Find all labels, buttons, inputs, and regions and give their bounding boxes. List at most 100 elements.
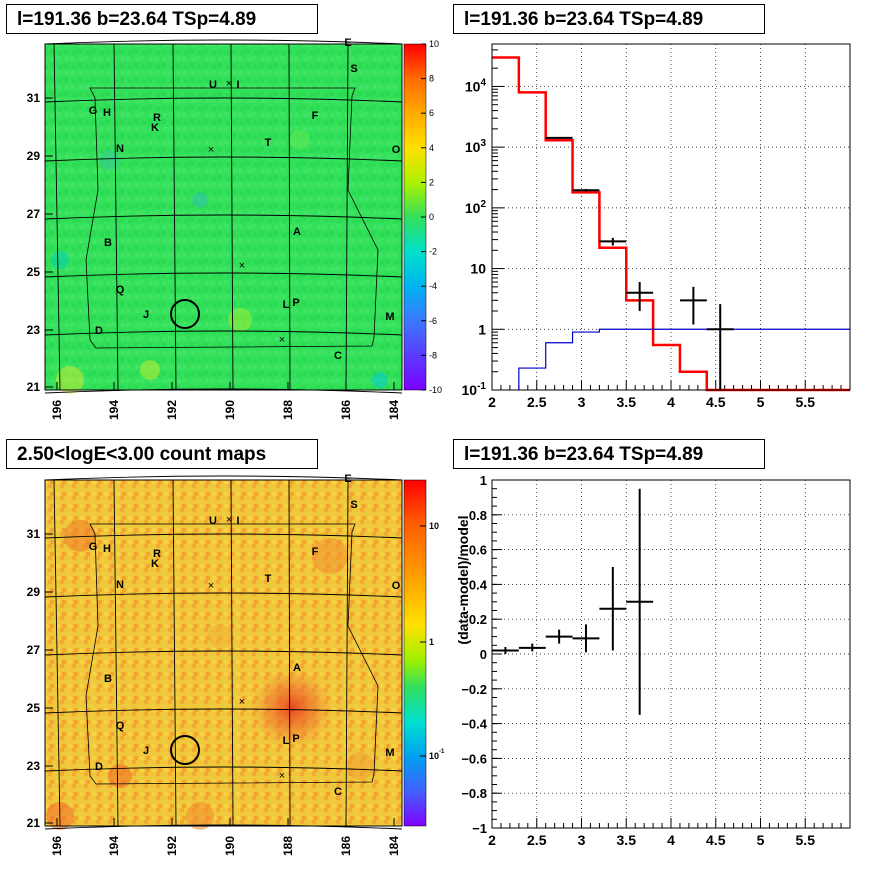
colorbar-tick-10: 10	[429, 39, 439, 49]
source-marker-3: ×	[279, 770, 285, 782]
longitude-gridline-2	[172, 479, 177, 827]
source-label-M: M	[385, 747, 394, 759]
source-label-P: P	[292, 297, 299, 309]
colorbar-tick-1: 1	[429, 637, 434, 647]
bottom-right-residual-chart: 2 2.5 3 3.5 4 4.5 5 5.5 −1 −0.8 −0.6 −0.4 −0.2 0 0.2 0.…	[455, 473, 851, 848]
colorbar	[403, 479, 427, 827]
x-tick-label-186: 186	[339, 836, 353, 856]
longitude-gridline-0	[53, 479, 61, 827]
y-tick-label--0.4: −0.4	[461, 717, 487, 732]
source-label-G: G	[89, 541, 98, 553]
y-tick-label-25: 25	[27, 265, 41, 279]
bl-map-group: E S U I G H RK F N T O A B Q L P J M D C × × × × 196 194 192 190 188…	[27, 473, 445, 856]
latitude-gridline-6	[44, 824, 403, 830]
series-blue-step	[518, 328, 850, 390]
colorbar-tick-10: 10	[429, 521, 439, 531]
source-label-O: O	[392, 580, 401, 592]
map-fluctuation-2	[228, 308, 252, 332]
source-label-G: G	[89, 105, 98, 117]
y-tick-label-1: 1	[478, 321, 486, 337]
source-label-E: E	[344, 37, 351, 49]
colorbar-tick-2: 2	[429, 177, 434, 187]
y-tick-label-10^-1: 10-1	[462, 381, 487, 398]
y-tick-label-29: 29	[27, 149, 41, 163]
source-marker-0: ×	[226, 514, 232, 526]
x-tick-label-2: 2	[488, 832, 496, 848]
y-tick-label-10: 10	[470, 261, 486, 277]
x-tick-label-3: 3	[578, 832, 586, 848]
x-tick-label-192: 192	[165, 836, 179, 856]
source-label-Q: Q	[116, 720, 125, 732]
y-tick-label-27: 27	[27, 643, 41, 657]
x-tick-label-2.5: 2.5	[527, 832, 547, 848]
longitude-gridline-0	[53, 43, 61, 391]
map-frame	[44, 43, 403, 391]
colorbar-tick-6: 6	[429, 108, 434, 118]
source-label-A: A	[293, 226, 301, 238]
latitude-gridline-3	[44, 650, 403, 656]
y-tick-label-0: 0	[480, 647, 487, 662]
source-marker-1: ×	[208, 580, 214, 592]
x-tick-label-3: 3	[578, 394, 586, 410]
source-label-T: T	[265, 573, 272, 585]
series-red-step	[492, 56, 850, 392]
source-label-N: N	[116, 579, 124, 591]
x-tick-label-4: 4	[667, 394, 675, 410]
x-tick-label-5.5: 5.5	[796, 394, 816, 410]
x-tick-label-4: 4	[667, 832, 675, 848]
x-tick-label-184: 184	[387, 400, 401, 420]
colorbar-tick-0: 0	[429, 212, 434, 222]
colorbar-tick-8: 8	[429, 74, 434, 84]
y-tick-label-29: 29	[27, 585, 41, 599]
source-label-U: U	[209, 79, 217, 91]
colorbar-tick--4: -4	[429, 281, 437, 291]
y-tick-label--0.2: −0.2	[461, 682, 487, 697]
bottom-left-panel-title: 2.50<logE<3.00 count maps	[6, 439, 318, 469]
y-tick-label-0.8: 0.8	[469, 508, 487, 523]
x-tick-label-2.5: 2.5	[527, 394, 547, 410]
latitude-gridline-0	[44, 475, 403, 481]
colorbar-tick--10: -10	[429, 385, 442, 395]
x-tick-label-4.5: 4.5	[706, 832, 726, 848]
latitude-gridline-4	[44, 708, 403, 714]
x-tick-label-3.5: 3.5	[617, 394, 637, 410]
x-tick-label-5: 5	[757, 832, 765, 848]
source-label-H: H	[103, 107, 111, 119]
y-tick-label-25: 25	[27, 701, 41, 715]
x-tick-label-190: 190	[223, 400, 237, 420]
x-tick-label-5: 5	[757, 394, 765, 410]
source-label-J: J	[143, 745, 149, 757]
source-label-B: B	[104, 673, 112, 685]
longitude-gridline-2	[172, 43, 177, 391]
y-tick-label-0.4: 0.4	[469, 577, 488, 592]
source-label-D: D	[95, 325, 103, 337]
y-tick-label-1: 1	[480, 473, 487, 488]
longitude-gridline-1	[113, 479, 119, 827]
longitude-gridline-3	[230, 43, 234, 391]
colorbar-tick--2: -2	[429, 247, 437, 257]
map-fluctuation-1	[312, 538, 348, 574]
target-circle	[170, 735, 200, 765]
y-tick-label--1: −1	[472, 821, 487, 836]
top-right-spectrum-chart: 2 2.5 3 3.5 4 4.5 5 5.5 10-1 1 10 102 103 104	[462, 43, 851, 410]
latitude-gridline-0	[44, 39, 403, 45]
source-label-R: R	[153, 112, 161, 124]
y-tick-label-10^4: 104	[465, 77, 487, 94]
top-left-panel-title: l=191.36 b=23.64 TSp=4.89	[6, 4, 318, 34]
colorbar-tick-4: 4	[429, 143, 434, 153]
source-label-T: T	[265, 137, 272, 149]
x-tick-label-184: 184	[387, 836, 401, 856]
source-a-hotspot	[250, 666, 334, 750]
x-tick-label-188: 188	[281, 400, 295, 420]
x-tick-label-194: 194	[107, 400, 121, 420]
map-frame	[44, 479, 403, 827]
y-tick-label-10^3: 103	[465, 138, 487, 155]
source-label-K: K	[151, 122, 159, 134]
colorbar-tick--8: -8	[429, 350, 437, 360]
y-tick-label-10^2: 102	[465, 199, 487, 216]
x-tick-label-5.5: 5.5	[796, 832, 816, 848]
y-tick-label-23: 23	[27, 323, 41, 337]
bottom-right-panel-title: l=191.36 b=23.64 TSp=4.89	[453, 439, 765, 469]
map-fluctuation-0	[56, 366, 84, 394]
